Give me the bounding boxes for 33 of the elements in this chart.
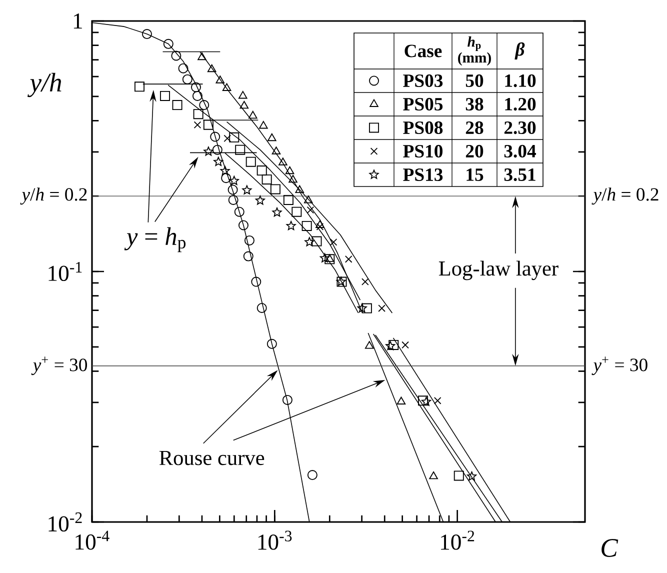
annotation: 1.10 (505, 74, 536, 88)
annotation: 3.51 (504, 168, 536, 182)
annotation: 15 (466, 168, 484, 181)
text: y$^{+}$ = 30 (31, 356, 88, 376)
text: y$^{+}$ = 30 (592, 356, 648, 376)
annotation: y = h$_{p}$ (124, 227, 186, 252)
annotation: 50 (466, 74, 484, 88)
annotation: 38 (466, 98, 484, 111)
legend-label: PS05 (403, 98, 443, 111)
y-tick-label: 10$^{-2}$ (48, 512, 82, 532)
legend-title: Case (404, 44, 442, 58)
annotation: 20 (466, 144, 484, 158)
y-tick-label: 10$^{-1}$ (48, 262, 82, 282)
y-tick-label: 1 (74, 14, 82, 28)
text: y/h = 0.2 (592, 188, 658, 205)
annotation: Log-law layer (438, 260, 558, 280)
y-axis-title: y/h (28, 72, 62, 98)
annotation: 28 (466, 121, 484, 134)
x-axis-title: C (602, 539, 618, 557)
x-tick-label: 10$^{-2}$ (441, 530, 474, 550)
legend-label: PS10 (403, 144, 443, 158)
annotation: 2.30 (504, 121, 536, 134)
annotation: 3.04 (504, 144, 536, 158)
legend-label: PS03 (403, 74, 443, 88)
annotation: h$_{p}$ (mm) (458, 36, 491, 66)
annotation: β (514, 42, 525, 60)
legend-label: PS13 (403, 168, 443, 182)
x-tick-label: 10$^{-3}$ (258, 530, 292, 550)
ref-line-label: y/h = 0.2 (20, 188, 87, 205)
annotation: 1.20 (505, 98, 536, 111)
x-tick-label: 10$^{-4}$ (76, 530, 110, 550)
annotation: Rouse curve (159, 450, 264, 466)
legend-label: PS08 (403, 121, 443, 134)
